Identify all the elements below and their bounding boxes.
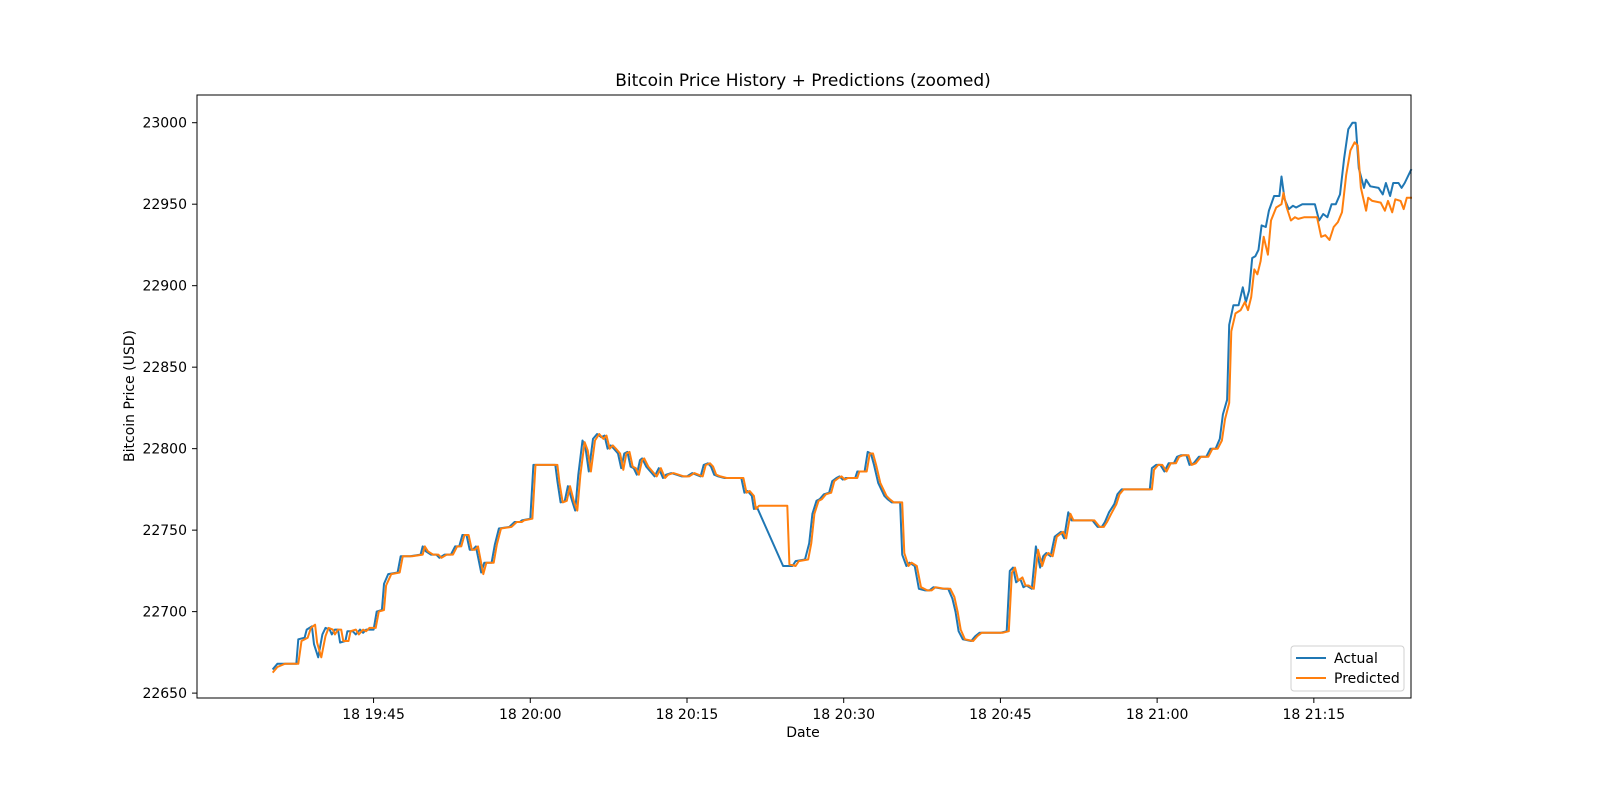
x-axis-label: Date [786, 725, 819, 741]
x-tick-label: 18 21:00 [1126, 707, 1189, 723]
x-axis-ticks: 18 19:45 18 20:00 18 20:15 18 20:30 18 20:45… [342, 698, 1345, 723]
y-tick-label: 23000 [142, 116, 187, 132]
x-tick-label: 18 20:30 [812, 707, 875, 723]
legend-label-actual: Actual [1334, 651, 1378, 667]
y-tick-label: 22950 [142, 197, 187, 213]
y-tick-label: 22750 [142, 523, 187, 539]
x-tick-label: 18 20:45 [969, 707, 1032, 723]
plot-frame [196, 94, 1412, 699]
series-line-predicted [271, 141, 1412, 674]
legend: Actual Predicted [1290, 645, 1405, 692]
y-tick-label: 22700 [142, 605, 187, 621]
plot-area [271, 121, 1413, 674]
chart-title: Bitcoin Price History + Predictions (zoo… [615, 71, 991, 91]
y-tick-label: 22800 [142, 442, 187, 458]
x-tick-label: 18 19:45 [342, 707, 405, 723]
x-tick-label: 18 20:00 [499, 707, 562, 723]
x-tick-label: 18 20:15 [656, 707, 719, 723]
y-tick-label: 22900 [142, 279, 187, 295]
legend-label-predicted: Predicted [1334, 671, 1400, 687]
y-tick-label: 22650 [142, 686, 187, 702]
y-axis-label: Bitcoin Price (USD) [122, 330, 138, 462]
y-tick-label: 22850 [142, 360, 187, 376]
x-tick-label: 18 21:15 [1283, 707, 1346, 723]
y-axis-ticks: 22650 22700 22750 22800 22850 22900 22950 23000 [142, 116, 197, 702]
